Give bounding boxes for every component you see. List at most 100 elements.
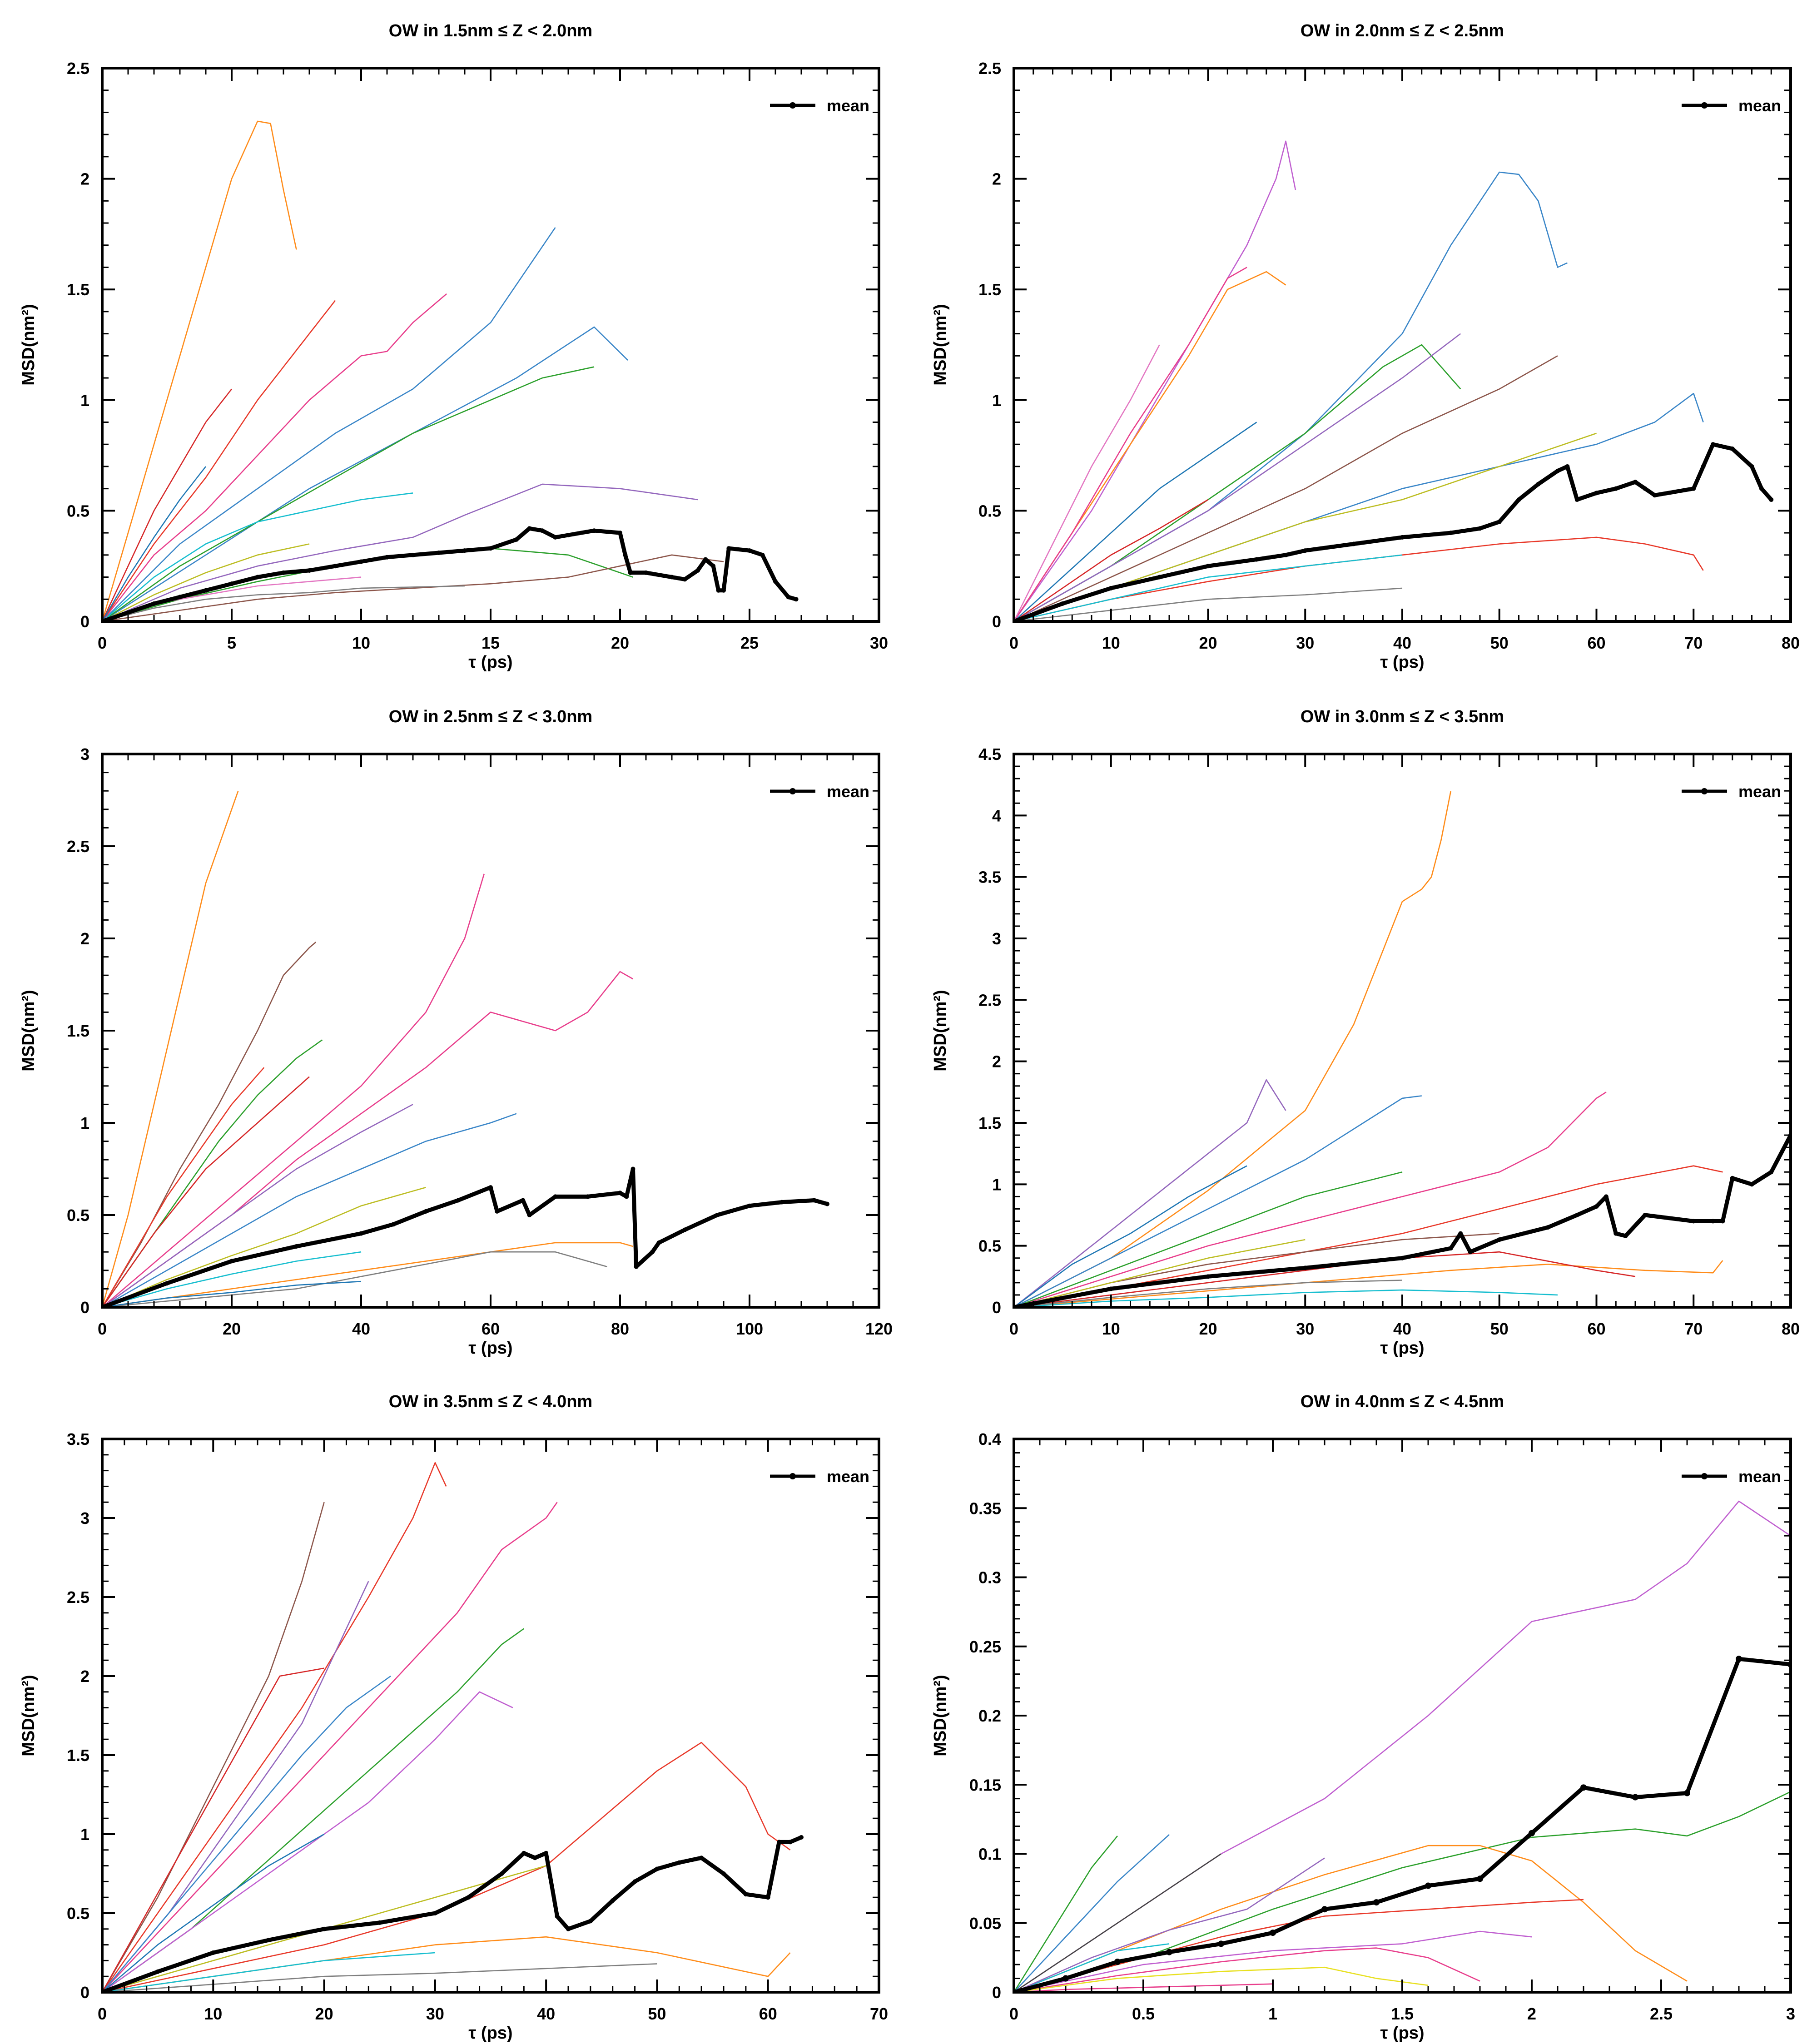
x-tick-label: 80: [1782, 1320, 1800, 1338]
trajectory-series-line: [1014, 344, 1461, 621]
y-tick-label: 0.2: [978, 1707, 1001, 1725]
y-tick-label: 3: [992, 929, 1001, 948]
y-tick-label: 2: [80, 929, 89, 948]
mean-point: [1062, 1975, 1069, 1982]
trajectory-series-line: [1014, 140, 1296, 621]
mean-point: [1574, 1213, 1579, 1217]
mean-point: [610, 1898, 615, 1903]
mean-point: [634, 1264, 639, 1269]
trajectory-series-line: [102, 1186, 426, 1307]
mean-point: [527, 1213, 532, 1217]
mean-point: [1643, 486, 1648, 491]
mean-point: [391, 1222, 396, 1227]
x-tick-label: 0: [1009, 634, 1018, 652]
mean-point: [499, 1871, 504, 1876]
x-tick-label: 40: [537, 2004, 555, 2023]
mean-point: [1108, 585, 1113, 590]
trajectory-series-line: [1014, 271, 1286, 621]
mean-point: [255, 575, 260, 580]
legend-marker: [1701, 102, 1708, 109]
mean-point: [630, 1166, 635, 1171]
mean-point: [747, 548, 752, 553]
mean-point: [747, 1203, 752, 1208]
series-group: [102, 1462, 804, 1992]
mean-series-line: [102, 1835, 802, 1992]
mean-point: [1270, 1930, 1276, 1936]
y-tick-label: 0: [992, 1298, 1001, 1317]
plot-frame: [1013, 753, 1792, 1309]
mean-point: [1468, 1250, 1473, 1255]
trajectory-series-line: [102, 1462, 447, 1992]
y-tick-label: 2.5: [978, 59, 1001, 78]
mean-point: [1769, 1170, 1774, 1175]
mean-point: [211, 1950, 216, 1955]
x-tick-label: 25: [740, 634, 759, 652]
x-axis-label: τ (ps): [1380, 2024, 1424, 2043]
x-tick-label: 40: [352, 1320, 370, 1338]
trajectory-series-line: [102, 1952, 435, 1992]
mean-series-line: [102, 1167, 828, 1307]
trajectory-series-line: [102, 1502, 558, 1992]
panel-title: OW in 4.0nm ≤ Z < 4.5nm: [1301, 1392, 1504, 1411]
mean-point: [126, 610, 130, 615]
mean-point: [1545, 1225, 1550, 1230]
mean-point: [423, 1209, 428, 1214]
mean-point: [588, 1919, 593, 1924]
trajectory-series-line: [102, 293, 447, 621]
legend-label: mean: [1738, 1467, 1781, 1486]
mean-point: [592, 528, 596, 533]
mean-point: [1701, 464, 1706, 469]
trajectory-series-line: [102, 1667, 324, 1992]
y-tick-label: 0.25: [969, 1637, 1001, 1656]
y-tick-label: 3: [80, 745, 89, 764]
trajectory-series-line: [102, 326, 629, 621]
y-axis-label: MSD(nm²): [19, 990, 38, 1071]
mean-point: [695, 568, 700, 573]
mean-point: [514, 537, 519, 542]
mean-point: [786, 595, 791, 600]
mean-point: [1400, 1255, 1405, 1260]
trajectory-series-line: [1014, 1966, 1429, 1992]
mean-point: [1108, 1286, 1113, 1291]
mean-point: [266, 1938, 271, 1943]
mean-point: [670, 575, 674, 580]
mean-point: [432, 1911, 437, 1915]
trajectory-series-line: [1014, 1280, 1403, 1307]
mean-point: [721, 1871, 726, 1876]
series-group: [1014, 1500, 1791, 1992]
mean-point: [553, 1194, 558, 1199]
mean-point: [1711, 1219, 1715, 1224]
panel-title: OW in 3.0nm ≤ Z < 3.5nm: [1301, 707, 1504, 726]
x-tick-label: 30: [1296, 1320, 1314, 1338]
trajectory-series-line: [102, 1067, 265, 1307]
mean-point: [1623, 1234, 1628, 1239]
mean-point: [1283, 552, 1288, 557]
mean-point: [1730, 1176, 1735, 1181]
y-axis-label: MSD(nm²): [19, 1675, 38, 1756]
mean-point: [164, 1281, 169, 1286]
trajectory-series-line: [102, 1581, 369, 1992]
trajectory-series-line: [102, 790, 239, 1307]
mean-point: [628, 570, 633, 575]
mean-series-line: [1014, 1657, 1791, 1992]
y-tick-label: 2.5: [978, 991, 1001, 1009]
x-tick-label: 1: [1268, 2004, 1277, 2023]
mean-point: [437, 550, 441, 555]
mean-point: [788, 1840, 793, 1845]
mean-point: [281, 570, 286, 575]
x-tick-label: 0: [98, 2004, 107, 2023]
y-tick-label: 0.3: [978, 1568, 1001, 1587]
mean-point: [721, 588, 726, 593]
y-axis-label: MSD(nm²): [931, 990, 950, 1071]
mean-point: [294, 1244, 299, 1249]
trajectory-series-line: [102, 492, 413, 621]
mean-point: [1303, 548, 1308, 553]
trajectory-series-line: [102, 388, 233, 621]
trajectory-series-line: [102, 1675, 391, 1992]
mean-point: [618, 1191, 622, 1196]
trajectory-series-line: [102, 585, 465, 621]
trajectory-series-line: [102, 1076, 310, 1307]
mean-point: [1769, 497, 1774, 502]
mean-point: [540, 528, 545, 533]
x-tick-label: 10: [352, 634, 370, 652]
